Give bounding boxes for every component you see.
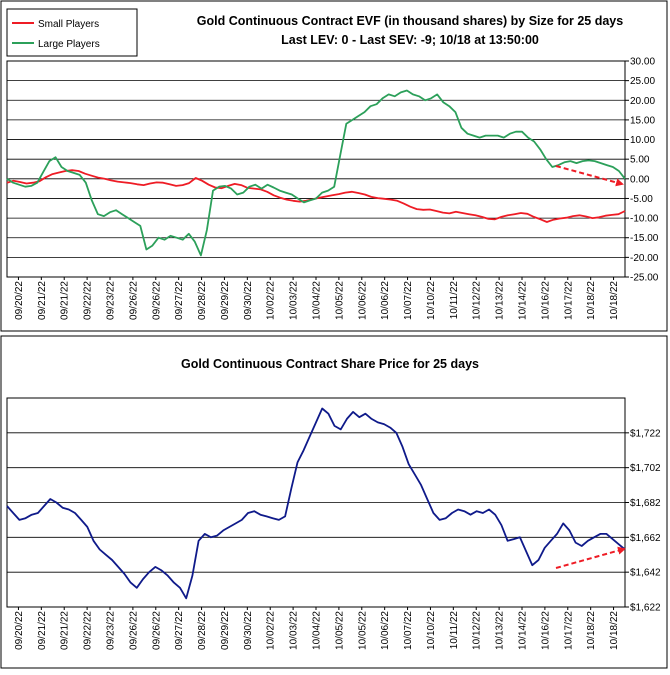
x-tick-label: 09/26/22: [151, 281, 162, 320]
x-tick-label: 09/29/22: [220, 611, 231, 650]
price-series: [6, 407, 626, 600]
x-tick-label: 10/12/22: [472, 281, 483, 320]
x-tick-label: 10/14/22: [518, 611, 529, 650]
x-tick-label: 10/16/22: [540, 281, 551, 320]
x-tick-label: 10/10/22: [426, 611, 437, 650]
price-x-axis: 09/20/22 09/21/22 09/21/22 09/22/22 09/23/22…: [14, 607, 620, 650]
x-tick-label: 10/11/22: [449, 611, 460, 650]
x-tick-label: 10/18/22: [586, 281, 597, 320]
x-tick-label: 10/06/22: [357, 281, 368, 320]
x-tick-label: 10/18/22: [609, 281, 620, 320]
x-tick-label: 10/04/22: [312, 611, 323, 650]
x-tick-label: 09/26/22: [151, 611, 162, 650]
x-tick-label: 10/05/22: [334, 281, 345, 320]
x-tick-label: 10/13/22: [495, 611, 506, 650]
y-tick-label: $1,722: [630, 428, 661, 439]
x-tick-label: 10/11/22: [449, 281, 460, 320]
x-tick-label: 10/10/22: [426, 281, 437, 320]
evf-trend-arrow: [555, 165, 624, 187]
x-tick-label: 10/03/22: [289, 611, 300, 650]
x-tick-label: 09/27/22: [174, 281, 185, 320]
x-tick-label: 09/21/22: [37, 611, 48, 650]
large-players-line: [6, 89, 626, 257]
x-tick-label: 10/18/22: [586, 611, 597, 650]
price-title: Gold Continuous Contract Share Price for…: [181, 357, 479, 371]
x-tick-label: 09/30/22: [243, 281, 254, 320]
y-tick-label: -5.00: [630, 194, 653, 205]
y-tick-label: $1,702: [630, 463, 661, 474]
x-tick-label: 10/07/22: [403, 281, 414, 320]
x-tick-label: 09/20/22: [14, 281, 25, 320]
evf-legend: Small Players Large Players: [6, 8, 138, 57]
y-tick-label: 10.00: [630, 135, 655, 146]
x-tick-label: 09/20/22: [14, 611, 25, 650]
x-tick-label: 10/03/22: [289, 281, 300, 320]
x-tick-label: 10/14/22: [518, 281, 529, 320]
x-tick-label: 10/05/22: [357, 611, 368, 650]
x-tick-label: 09/29/22: [220, 281, 231, 320]
x-tick-label: 10/05/22: [334, 611, 345, 650]
price-line: [6, 407, 626, 600]
y-tick-label: $1,622: [630, 603, 661, 614]
y-tick-label: 30.00: [630, 57, 655, 68]
y-tick-label: 0.00: [630, 174, 650, 185]
x-tick-label: 10/18/22: [609, 611, 620, 650]
evf-x-axis: 09/20/22 09/21/22 09/21/22 09/22/22 09/23/22…: [14, 277, 620, 320]
x-tick-label: 10/02/22: [266, 281, 277, 320]
evf-series: [6, 89, 626, 257]
x-tick-label: 09/21/22: [37, 281, 48, 320]
x-tick-label: 10/07/22: [403, 611, 414, 650]
x-tick-label: 10/06/22: [380, 611, 391, 650]
x-tick-label: 10/16/22: [540, 611, 551, 650]
x-tick-label: 09/26/22: [128, 611, 139, 650]
x-tick-label: 09/30/22: [243, 611, 254, 650]
x-tick-label: 09/28/22: [197, 281, 208, 320]
x-tick-label: 09/23/22: [106, 281, 117, 320]
evf-title: Gold Continuous Contract EVF (in thousan…: [197, 14, 623, 28]
x-tick-label: 10/04/22: [312, 281, 323, 320]
x-tick-label: 10/06/22: [380, 281, 391, 320]
legend-label-small-players: Small Players: [38, 19, 99, 30]
price-y-axis: $1,622 $1,642 $1,662 $1,682 $1,702 $1,722: [625, 428, 661, 614]
y-tick-label: 15.00: [630, 115, 655, 126]
x-tick-label: 10/17/22: [563, 611, 574, 650]
evf-subtitle: Last LEV: 0 - Last SEV: -9; 10/18 at 13:…: [281, 33, 539, 47]
x-tick-label: 09/28/22: [197, 611, 208, 650]
y-tick-label: -20.00: [630, 253, 659, 264]
y-tick-label: $1,662: [630, 533, 661, 544]
x-tick-label: 10/17/22: [563, 281, 574, 320]
y-tick-label: $1,642: [630, 568, 661, 579]
x-tick-label: 09/21/22: [60, 611, 71, 650]
y-tick-label: 20.00: [630, 96, 655, 107]
x-tick-label: 10/13/22: [495, 281, 506, 320]
price-trend-arrow: [555, 546, 626, 569]
legend-box: [6, 8, 138, 57]
y-tick-label: $1,682: [630, 498, 661, 509]
x-tick-label: 09/21/22: [60, 281, 71, 320]
evf-y-axis: -25.00 -20.00 -15.00 -10.00 -5.00 0.00 5.00 10.…: [625, 57, 659, 284]
x-tick-label: 10/12/22: [472, 611, 483, 650]
x-tick-label: 09/26/22: [128, 281, 139, 320]
y-tick-label: 5.00: [630, 155, 650, 166]
x-tick-label: 09/23/22: [106, 611, 117, 650]
y-tick-label: 25.00: [630, 76, 655, 87]
x-tick-label: 09/22/22: [83, 281, 94, 320]
legend-label-large-players: Large Players: [38, 39, 100, 50]
x-tick-label: 09/27/22: [174, 611, 185, 650]
y-tick-label: -15.00: [630, 233, 659, 244]
x-tick-label: 10/02/22: [266, 611, 277, 650]
x-tick-label: 09/22/22: [83, 611, 94, 650]
y-tick-label: -10.00: [630, 214, 659, 225]
y-tick-label: -25.00: [630, 273, 659, 284]
evf-plot-area: [6, 60, 626, 278]
